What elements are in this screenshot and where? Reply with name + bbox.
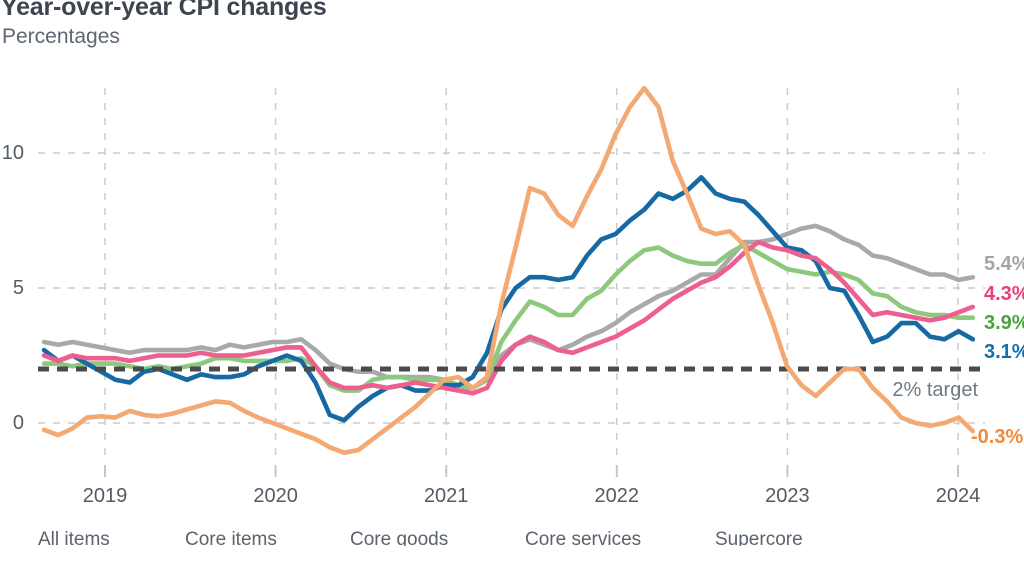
x-axis-tick-label-2021: 2021	[423, 485, 469, 507]
legend-item-supercore[interactable]: Supercore	[715, 529, 803, 546]
value-label-supercore: 4.3%	[984, 283, 1024, 306]
series-line-core-services	[41, 223, 976, 391]
value-label-core-items: 3.9%	[984, 312, 1024, 335]
legend-item-core-items[interactable]: Core items	[185, 529, 277, 546]
chart-legend: All items Core items Core goods Core servic…	[0, 529, 1024, 546]
value-label-core-services: 5.4%	[984, 253, 1024, 276]
legend-item-core-services[interactable]: Core services	[525, 529, 642, 546]
x-axis-tick-label-2020: 2020	[253, 485, 298, 507]
value-label-all-items: 3.1%	[984, 341, 1024, 364]
y-axis-tick-label-0: 0	[12, 412, 24, 434]
series-line-core-goods	[41, 85, 976, 456]
x-axis-tick-label-2024: 2024	[935, 485, 981, 507]
legend-item-core-goods[interactable]: Core goods	[350, 529, 449, 546]
chart-title: Year-over-year CPI changes	[1, 0, 327, 21]
target-line-label: 2% target	[892, 379, 978, 401]
legend-item-all-items[interactable]: All items	[38, 529, 110, 546]
y-axis-tick-label-10: 10	[1, 142, 24, 164]
series-line-supercore	[41, 239, 976, 396]
x-axis-tick-label-2019: 2019	[82, 485, 128, 507]
y-axis-tick-label-5: 5	[12, 277, 24, 299]
value-label-core-goods: -0.3%	[971, 426, 1024, 449]
series-line-core-items	[41, 242, 976, 393]
x-axis-tick-label-2023: 2023	[765, 485, 810, 507]
chart-subtitle: Percentages	[2, 25, 120, 48]
x-axis-tick-label-2022: 2022	[594, 485, 640, 507]
series-line-all-items	[41, 175, 976, 423]
